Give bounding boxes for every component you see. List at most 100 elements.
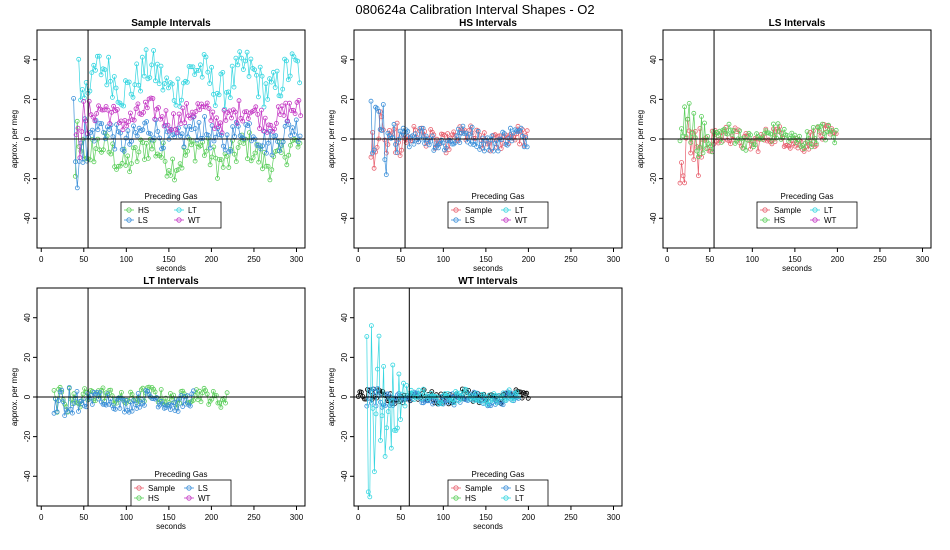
data-point	[74, 118, 80, 124]
data-point	[484, 135, 490, 141]
data-point	[105, 391, 110, 397]
data-point	[218, 157, 224, 163]
data-point	[728, 141, 733, 147]
data-point	[219, 130, 225, 136]
data-point	[93, 391, 98, 397]
data-point	[382, 453, 388, 459]
data-point	[245, 116, 251, 121]
data-point	[797, 133, 802, 139]
data-point	[460, 123, 466, 129]
data-point	[192, 158, 198, 164]
data-point	[499, 395, 504, 401]
data-point	[142, 99, 148, 105]
data-point	[204, 100, 210, 106]
data-point	[729, 131, 735, 137]
data-point	[422, 141, 428, 146]
data-point	[476, 397, 482, 403]
plot-title: HS Intervals	[459, 18, 517, 29]
data-point	[370, 405, 376, 411]
y-axis-label: approx. per meg	[10, 368, 19, 426]
data-point	[134, 133, 140, 139]
data-point	[382, 157, 388, 163]
data-point	[99, 107, 105, 113]
y-tick-label: -20	[340, 430, 349, 442]
data-point	[445, 131, 451, 137]
data-point	[140, 127, 146, 133]
plot-data	[355, 323, 531, 500]
data-point	[399, 147, 405, 153]
data-point	[287, 73, 293, 79]
data-point	[775, 121, 781, 127]
series-line	[679, 103, 837, 157]
data-point	[165, 122, 171, 128]
data-point	[500, 390, 506, 396]
data-point	[221, 395, 227, 401]
data-point	[149, 62, 155, 68]
data-point	[143, 47, 149, 53]
data-point	[749, 139, 755, 145]
data-point	[131, 398, 137, 403]
data-point	[394, 150, 400, 156]
data-point	[699, 114, 704, 119]
data-point	[794, 140, 799, 145]
data-point	[216, 157, 222, 162]
data-point	[297, 80, 303, 86]
legend-swatch	[453, 217, 459, 223]
data-point	[505, 395, 511, 401]
y-tick-label: 0	[649, 136, 658, 141]
data-point	[787, 145, 793, 151]
x-tick-label: 150	[479, 513, 493, 522]
data-point	[368, 98, 374, 104]
data-point	[112, 146, 118, 152]
data-point	[752, 142, 758, 148]
data-point	[787, 135, 793, 141]
data-point	[689, 131, 695, 137]
data-point	[726, 121, 732, 127]
data-point	[463, 130, 469, 136]
data-point	[220, 70, 226, 75]
data-point	[248, 56, 254, 62]
series-ls	[51, 385, 196, 419]
legend-label: LT	[188, 206, 197, 215]
data-point	[375, 366, 380, 372]
y-tick-label: 40	[340, 313, 349, 322]
data-point	[717, 128, 723, 134]
data-point	[110, 141, 116, 147]
data-point	[81, 99, 86, 104]
series-line	[53, 386, 228, 413]
legend-label: WT	[188, 216, 201, 225]
data-point	[696, 154, 701, 160]
data-point	[263, 150, 269, 156]
data-point	[384, 425, 390, 431]
data-point	[119, 160, 125, 166]
data-point	[748, 146, 753, 152]
data-point	[226, 165, 232, 170]
data-point	[202, 114, 208, 119]
data-point	[260, 166, 265, 172]
data-point	[250, 155, 256, 161]
data-point	[518, 125, 524, 131]
data-point	[481, 148, 487, 154]
data-point	[378, 437, 383, 443]
data-point	[708, 143, 713, 149]
data-point	[240, 67, 246, 72]
data-point	[158, 398, 164, 404]
data-point	[229, 115, 234, 121]
data-point	[179, 165, 185, 171]
data-point	[214, 115, 219, 121]
data-point	[702, 120, 707, 126]
data-point	[130, 145, 136, 151]
data-point	[697, 144, 703, 150]
data-point	[137, 404, 143, 410]
data-point	[160, 145, 166, 151]
legend-box	[120, 201, 222, 229]
data-point	[104, 82, 110, 88]
legend-box	[756, 201, 858, 229]
x-tick-label: 0	[356, 513, 361, 522]
data-point	[251, 108, 257, 113]
data-point	[100, 401, 106, 407]
x-tick-label: 100	[120, 513, 134, 522]
data-point	[138, 387, 144, 393]
legend-label: LS	[515, 484, 525, 493]
data-point	[71, 400, 77, 406]
